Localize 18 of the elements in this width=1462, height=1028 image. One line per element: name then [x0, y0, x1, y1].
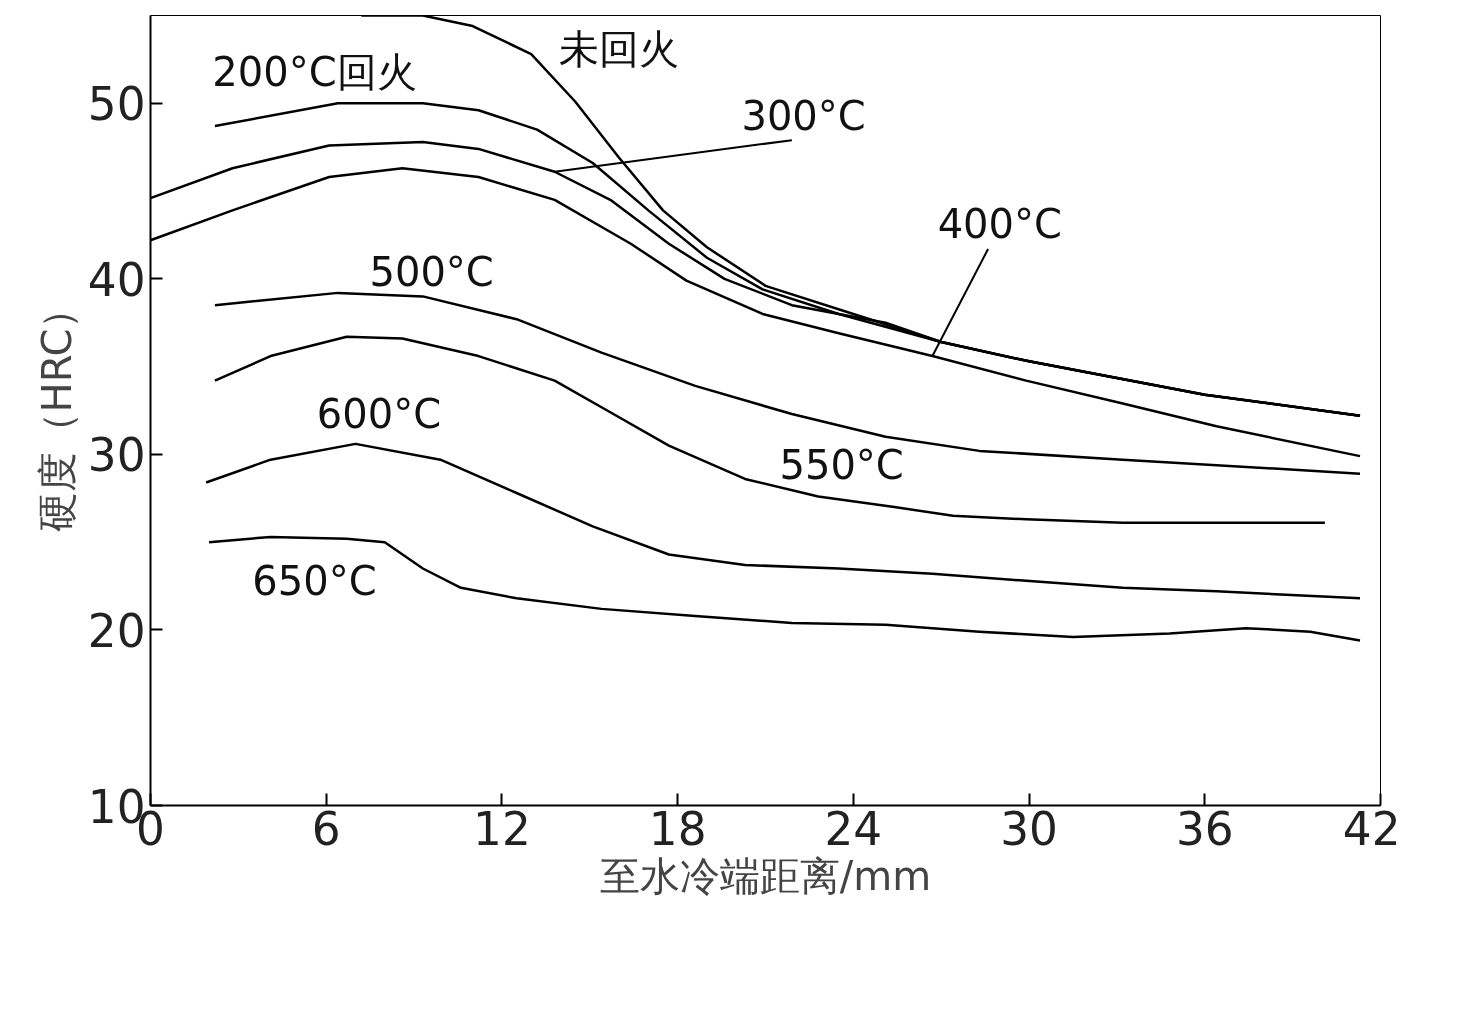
x-tick-label: 6 [311, 802, 341, 856]
annotation: 500°C [369, 248, 494, 295]
y-tick-label: 50 [87, 78, 146, 132]
y-tick-label: 30 [87, 429, 146, 483]
annotation: 400°C [937, 201, 1062, 248]
annotation: 650°C [252, 557, 377, 604]
x-tick-label: 42 [1342, 802, 1401, 856]
y-tick-label: 20 [87, 604, 146, 658]
annotation: 200°C回火 [212, 48, 417, 95]
annotation: 300°C [741, 92, 866, 139]
annotation: 550°C [779, 441, 904, 488]
y-tick-label: 40 [87, 253, 146, 307]
x-tick-label: 12 [473, 802, 531, 856]
annotation: 600°C [316, 391, 442, 438]
x-tick-label: 30 [1000, 802, 1058, 856]
y-axis-title: 硬度（HRC） [33, 288, 80, 533]
x-tick-label: 36 [1175, 802, 1234, 856]
annotation: 未回火 [559, 25, 680, 72]
